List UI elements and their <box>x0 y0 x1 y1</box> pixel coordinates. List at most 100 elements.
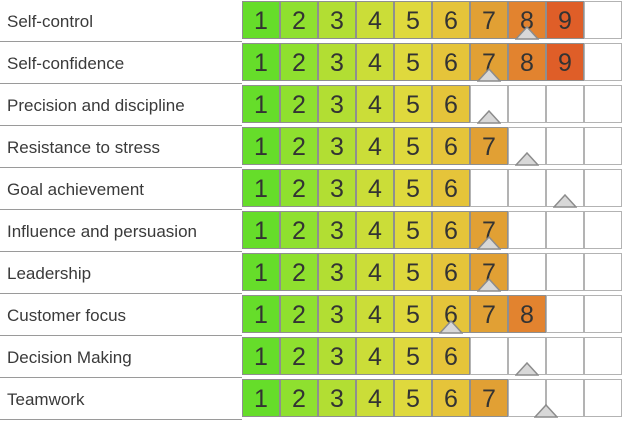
empty-cell <box>584 127 622 165</box>
score-cell: 6 <box>432 295 470 333</box>
marker-triangle <box>477 278 501 292</box>
score-cell: 1 <box>242 379 280 417</box>
score-cell: 6 <box>432 253 470 291</box>
score-cell: 5 <box>394 379 432 417</box>
empty-cell <box>508 211 546 249</box>
empty-cell <box>584 253 622 291</box>
score-cell: 5 <box>394 127 432 165</box>
score-cell: 9 <box>546 1 584 39</box>
empty-cell <box>508 253 546 291</box>
score-cell: 4 <box>356 337 394 375</box>
row-label: Self-confidence <box>0 42 242 84</box>
marker-icon <box>534 404 558 418</box>
marker-triangle <box>515 362 539 376</box>
score-cell: 2 <box>280 379 318 417</box>
score-cell: 3 <box>318 127 356 165</box>
marker-triangle <box>477 236 501 250</box>
score-cell: 6 <box>432 43 470 81</box>
score-cell: 5 <box>394 169 432 207</box>
marker-triangle <box>439 320 463 334</box>
score-cell: 3 <box>318 1 356 39</box>
score-cell: 5 <box>394 211 432 249</box>
score-cell: 2 <box>280 211 318 249</box>
score-cell: 1 <box>242 211 280 249</box>
empty-cell <box>546 253 584 291</box>
empty-cell <box>546 295 584 333</box>
score-cell: 4 <box>356 169 394 207</box>
empty-cell <box>508 379 546 417</box>
score-cell: 3 <box>318 337 356 375</box>
row-label: Teamwork <box>0 378 242 420</box>
empty-cell <box>584 85 622 123</box>
marker-triangle <box>477 68 501 82</box>
marker-triangle <box>515 152 539 166</box>
score-cell: 4 <box>356 85 394 123</box>
score-cell: 6 <box>432 169 470 207</box>
score-cell: 5 <box>394 43 432 81</box>
marker-triangle <box>515 26 539 40</box>
row-label: Goal achievement <box>0 168 242 210</box>
row-label: Decision Making <box>0 336 242 378</box>
score-cell: 2 <box>280 169 318 207</box>
marker-icon <box>553 194 577 208</box>
score-cell: 4 <box>356 1 394 39</box>
empty-cell <box>546 85 584 123</box>
marker-icon <box>477 278 501 292</box>
score-cell: 3 <box>318 169 356 207</box>
empty-cell <box>584 169 622 207</box>
score-cell: 6 <box>432 379 470 417</box>
marker-icon <box>515 26 539 40</box>
score-cell: 2 <box>280 85 318 123</box>
empty-cell <box>470 337 508 375</box>
empty-cell <box>508 169 546 207</box>
score-cell: 3 <box>318 211 356 249</box>
row-label: Influence and persuasion <box>0 210 242 252</box>
empty-cell <box>584 295 622 333</box>
score-cell: 6 <box>432 337 470 375</box>
score-cell: 1 <box>242 169 280 207</box>
empty-cell <box>508 337 546 375</box>
empty-cell <box>470 169 508 207</box>
score-cell: 4 <box>356 127 394 165</box>
empty-cell <box>508 85 546 123</box>
score-cell: 8 <box>508 43 546 81</box>
score-cell: 3 <box>318 85 356 123</box>
score-cell: 6 <box>432 1 470 39</box>
score-cell: 7 <box>470 1 508 39</box>
score-cell: 5 <box>394 295 432 333</box>
score-cell: 6 <box>432 211 470 249</box>
score-cell: 4 <box>356 379 394 417</box>
empty-cell <box>584 337 622 375</box>
score-cell: 2 <box>280 43 318 81</box>
score-cell: 3 <box>318 253 356 291</box>
score-cell: 4 <box>356 211 394 249</box>
row-label: Leadership <box>0 252 242 294</box>
score-cell: 6 <box>432 85 470 123</box>
row-label: Resistance to stress <box>0 126 242 168</box>
score-cell: 8 <box>508 295 546 333</box>
marker-triangle <box>534 404 558 418</box>
score-cell: 9 <box>546 43 584 81</box>
score-cell: 3 <box>318 379 356 417</box>
score-cell: 5 <box>394 337 432 375</box>
score-cell: 1 <box>242 253 280 291</box>
empty-cell <box>546 379 584 417</box>
score-cell: 2 <box>280 253 318 291</box>
score-cell: 4 <box>356 295 394 333</box>
empty-cell <box>584 379 622 417</box>
score-cell: 4 <box>356 253 394 291</box>
score-cell: 5 <box>394 1 432 39</box>
score-cell: 2 <box>280 1 318 39</box>
empty-cell <box>584 1 622 39</box>
marker-icon <box>515 152 539 166</box>
row-label: Customer focus <box>0 294 242 336</box>
